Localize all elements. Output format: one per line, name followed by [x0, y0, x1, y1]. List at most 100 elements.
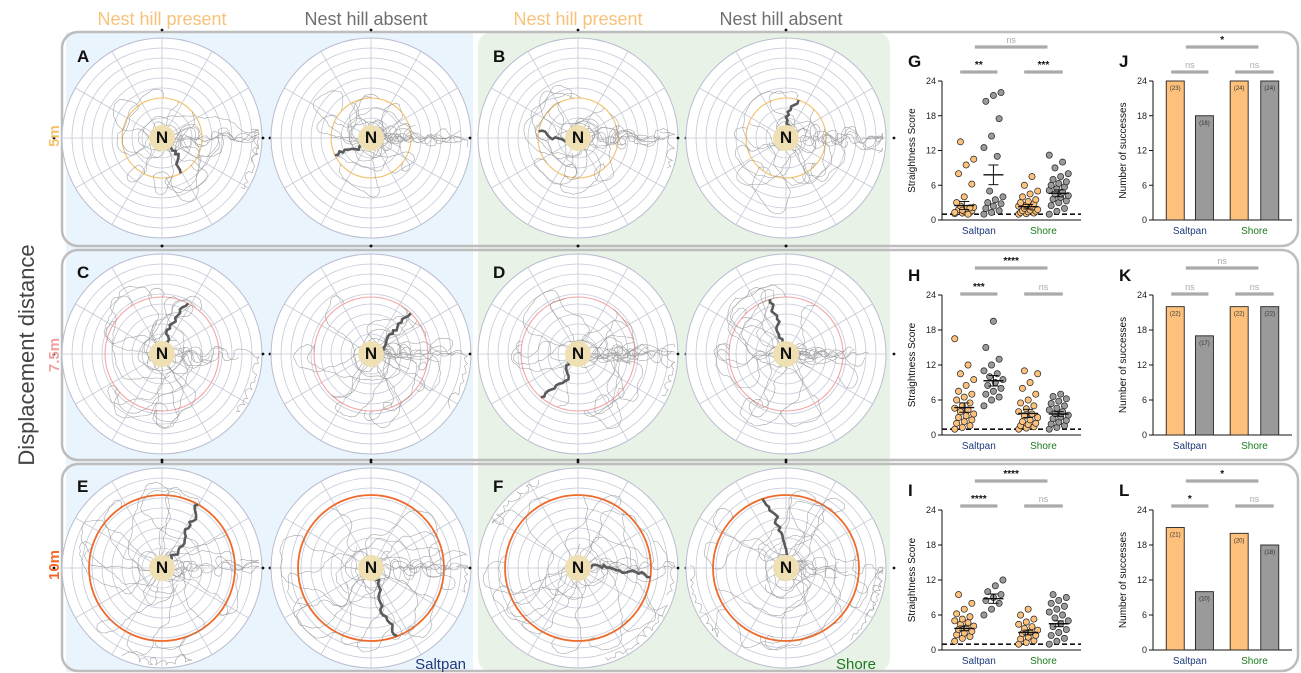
grid-spoke [370, 517, 458, 569]
data-point [1032, 196, 1040, 204]
track-path [533, 120, 599, 185]
y-tick-label: 12 [926, 146, 936, 156]
cardinal-dot [369, 244, 373, 248]
data-point [980, 144, 988, 152]
chart-panel-L: L 0 6 12 18 24 Number of successes Saltpan Shore… [1118, 469, 1292, 667]
data-point [968, 599, 976, 607]
data-point [1017, 199, 1025, 207]
track-path [689, 564, 727, 638]
grid-spoke [735, 567, 787, 655]
nest-disc [358, 555, 384, 581]
grid-spoke [491, 137, 579, 189]
track-path [798, 559, 848, 627]
data-point [953, 396, 961, 404]
data-point [989, 317, 997, 325]
cardinal-dot [369, 28, 373, 32]
track-path [526, 497, 577, 596]
nest-disc [773, 341, 799, 367]
data-point [984, 381, 992, 389]
grid-spoke [161, 303, 249, 355]
significance-label: * [1220, 35, 1224, 46]
track-path [792, 343, 858, 389]
grid-spoke [111, 353, 163, 441]
grid-spoke [75, 87, 163, 139]
data-point [999, 576, 1007, 584]
track-path [764, 501, 834, 599]
data-point [1049, 393, 1057, 400]
header-0: Nest hill present [97, 9, 226, 29]
panel-label-K: K [1119, 266, 1132, 285]
nest-disc [358, 341, 384, 367]
track-path [107, 350, 212, 406]
track-path [347, 107, 413, 144]
data-point [995, 207, 1003, 215]
bar-count-label: (23) [1170, 86, 1181, 92]
data-point [953, 199, 961, 207]
cardinal-dot [261, 136, 265, 140]
track-path [810, 126, 884, 183]
cardinal-dot [576, 28, 580, 32]
track-path [333, 119, 409, 172]
cardinal-dot [468, 136, 472, 140]
data-point [1064, 192, 1072, 200]
bar-count-label: (22) [1234, 312, 1245, 318]
bar-count-label: (20) [1234, 538, 1245, 544]
cardinal-dot [160, 458, 164, 462]
track-path [609, 113, 675, 150]
data-point [964, 210, 972, 218]
track-path [802, 130, 883, 185]
significance-label: ns [1217, 256, 1227, 266]
data-point [988, 396, 995, 404]
grid-spoke [785, 353, 837, 441]
bar [1194, 335, 1214, 436]
y-tick-label: 6 [1142, 395, 1147, 405]
track-path [353, 309, 408, 378]
track-path [137, 299, 197, 371]
cardinal-dot [576, 458, 580, 462]
data-point [956, 408, 964, 416]
track-path [201, 133, 260, 190]
data-point [955, 414, 962, 421]
grid-spoke [320, 567, 372, 655]
habitat-label-saltpan: Saltpan [415, 656, 466, 673]
grid-spoke [785, 567, 873, 619]
category-label-shore: Shore [1030, 441, 1057, 452]
y-tick-label: 24 [926, 505, 936, 515]
grid-spoke [75, 567, 163, 619]
data-point [1053, 605, 1061, 613]
data-point [989, 92, 997, 99]
nest-disc [358, 125, 384, 151]
track-path [850, 566, 884, 641]
category-label-shore: Shore [1241, 441, 1268, 452]
data-point [997, 89, 1005, 97]
data-point [960, 605, 968, 613]
y-axis-label: Straightness Score [907, 322, 918, 407]
data-point [1045, 210, 1053, 218]
release-ring [712, 494, 860, 642]
grid-spoke [577, 517, 665, 569]
data-point [1026, 379, 1034, 386]
data-point [980, 210, 988, 218]
release-ring [728, 296, 844, 412]
y-axis-label: Straightness Score [907, 537, 918, 622]
data-point [1045, 640, 1053, 648]
track-path [122, 104, 204, 159]
chart-panels: G 0 6 12 18 24 Straightness Score Saltpan Shore *… [907, 35, 1292, 667]
track-path [306, 344, 401, 381]
data-point [1030, 402, 1038, 410]
track-path [586, 344, 639, 429]
y-tick-label: 24 [926, 290, 936, 300]
track-path [539, 90, 616, 151]
track-path [616, 557, 657, 633]
track-paths [523, 85, 676, 195]
y-tick-label: 6 [931, 395, 936, 405]
highlight-track [583, 563, 651, 579]
track-path [348, 93, 414, 162]
data-point [1047, 599, 1055, 607]
data-point [951, 637, 959, 645]
track-path [803, 134, 880, 178]
track-path [121, 637, 193, 666]
figure-labels: Nest hill present Nest hill absent Nest … [14, 9, 876, 673]
track-path [622, 511, 676, 596]
